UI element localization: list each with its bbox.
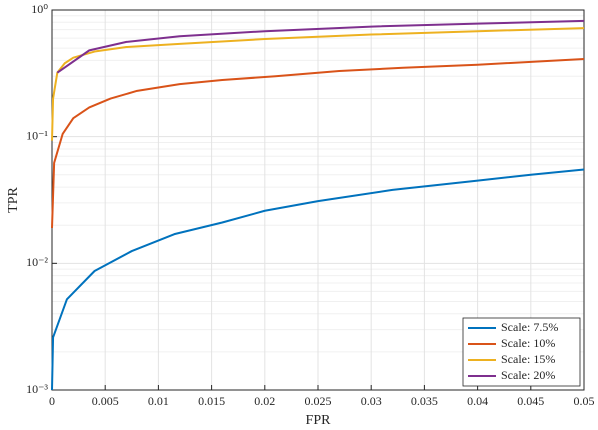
y-tick-label: 10⁰: [31, 2, 48, 16]
x-tick-label: 0.025: [305, 394, 332, 408]
x-tick-label: 0: [49, 394, 55, 408]
y-axis-label: TPR: [6, 187, 21, 213]
legend-label: Scale: 15%: [501, 352, 555, 366]
legend-label: Scale: 10%: [501, 336, 555, 350]
x-tick-label: 0.03: [361, 394, 382, 408]
x-tick-label: 0.005: [92, 394, 119, 408]
line-series: [51, 168, 585, 391]
x-tick-label: 0.05: [574, 394, 595, 408]
line-series: [51, 27, 585, 141]
x-axis-label: FPR: [306, 413, 332, 428]
y-tick-label: 10⁻²: [26, 255, 48, 269]
line-series: [56, 19, 585, 74]
x-tick-label: 0.01: [148, 394, 169, 408]
legend-box: [462, 317, 581, 387]
x-tick-label: 0.04: [467, 394, 488, 408]
y-tick-label: 10⁻³: [26, 382, 48, 396]
legend-label: Scale: 7.5%: [501, 320, 558, 334]
x-tick-label: 0.035: [411, 394, 438, 408]
x-tick-label: 0.045: [517, 394, 544, 408]
y-tick-label: 10⁻¹: [26, 128, 48, 142]
line-series: [51, 58, 585, 229]
x-tick-label: 0.015: [198, 394, 225, 408]
legend-label: Scale: 20%: [501, 368, 555, 382]
x-tick-label: 0.02: [254, 394, 275, 408]
legend: Scale: 7.5% Scale: 10% Scale: 15% Scale: 20…: [462, 317, 581, 387]
